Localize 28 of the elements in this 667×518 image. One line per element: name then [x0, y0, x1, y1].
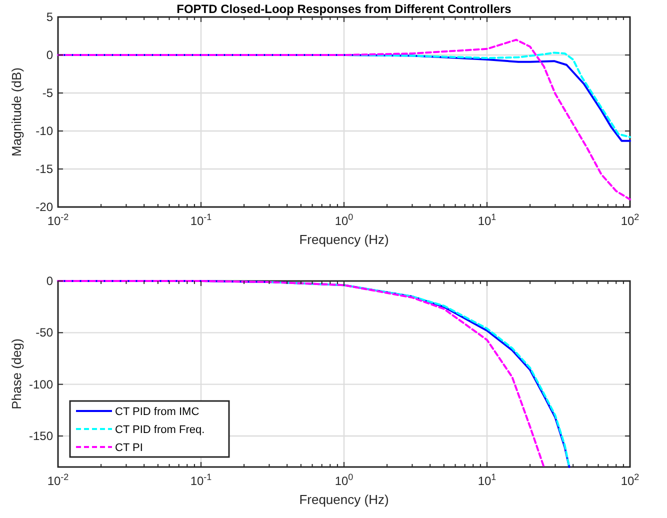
x-tick-label: 10$^{0}$ [334, 212, 354, 228]
x-tick-label: 10$^{-2}$ [47, 212, 69, 228]
x-tick-label: 10$^{-1}$ [190, 472, 212, 488]
y-tick-label: -50 [36, 326, 54, 340]
y-tick-label: -150 [28, 429, 54, 443]
x-axis-title: Frequency (Hz) [299, 232, 389, 247]
y-tick-label: -5 [42, 86, 54, 100]
y-tick-label: -15 [36, 162, 54, 176]
legend-label: CT PID from Freq. [115, 424, 205, 436]
y-tick-label: -20 [36, 200, 54, 214]
x-tick-label: 10$^{-2}$ [47, 472, 69, 488]
y-tick-label: -100 [28, 377, 54, 392]
legend-label: CT PI [115, 442, 143, 454]
y-tick-label: -10 [36, 124, 54, 138]
x-tick-label: 10$^{1}$ [478, 472, 496, 488]
legend-label: CT PID from IMC [115, 406, 200, 418]
y-axis-title: Phase (deg) [9, 338, 24, 410]
x-tick-label: 10$^{1}$ [478, 212, 496, 228]
y-tick-label: 0 [46, 274, 54, 288]
y-tick-label: 0 [46, 48, 54, 62]
chart-title: FOPTD Closed-Loop Responses from Different Controllers [176, 2, 512, 16]
x-tick-label: 10$^{2}$ [620, 212, 640, 228]
x-tick-label: 10$^{0}$ [334, 472, 354, 488]
y-tick-label: 5 [46, 10, 54, 24]
x-tick-label: 10$^{-1}$ [190, 212, 212, 228]
x-tick-label: 10$^{2}$ [620, 472, 640, 488]
x-axis-title: Frequency (Hz) [299, 492, 389, 507]
y-axis-title: Magnitude (dB) [9, 68, 24, 156]
